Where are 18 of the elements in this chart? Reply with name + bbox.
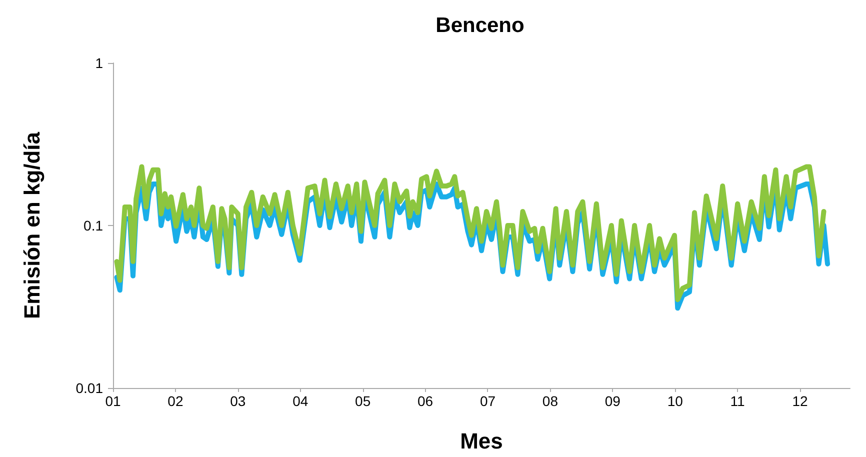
y-axis-title: Emisión en kg/día bbox=[20, 131, 44, 320]
x-tick-label: 11 bbox=[730, 393, 746, 409]
y-tick-label: 0.1 bbox=[84, 218, 104, 234]
x-axis-title: Mes bbox=[460, 428, 503, 454]
x-tick-label: 09 bbox=[604, 393, 621, 409]
x-tick-label: 08 bbox=[542, 393, 558, 409]
x-tick-label: 04 bbox=[292, 393, 308, 409]
y-tick-label: 1 bbox=[95, 55, 104, 71]
x-tick-label: 05 bbox=[355, 393, 371, 409]
x-tick-label: 12 bbox=[792, 393, 808, 409]
x-tick-label: 01 bbox=[105, 393, 121, 409]
x-tick-label: 06 bbox=[418, 393, 434, 409]
x-tick-label: 07 bbox=[480, 393, 496, 409]
y-tick-label: 0.01 bbox=[76, 380, 104, 396]
x-tick-label: 02 bbox=[168, 393, 184, 409]
chart-title: Benceno bbox=[436, 14, 524, 37]
x-tick-label: 03 bbox=[230, 393, 246, 409]
x-tick-label: 10 bbox=[667, 393, 684, 409]
